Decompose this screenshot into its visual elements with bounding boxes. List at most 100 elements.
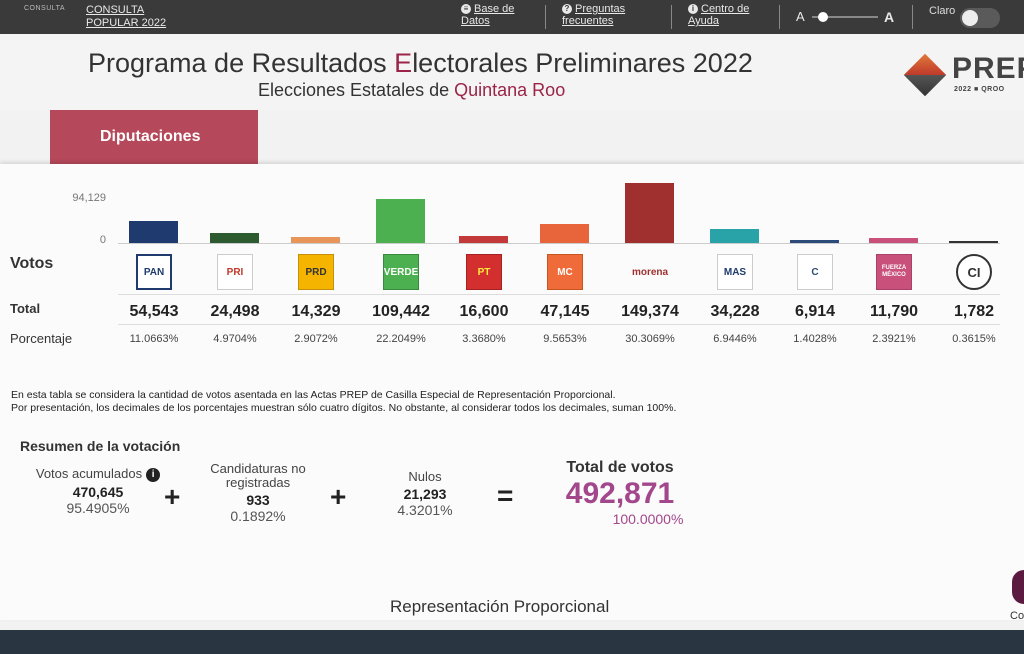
font-size-large-label: A	[884, 9, 895, 25]
party-votes: 11,790	[869, 303, 919, 320]
party-votes: 16,600	[459, 303, 509, 320]
votos-acumulados-block: Votos acumulados i 470,645 95.4905%	[18, 467, 178, 516]
party-votes: 47,145	[540, 303, 590, 320]
party-percentage: 4.9704%	[213, 333, 257, 345]
bar-ci[interactable]	[949, 241, 998, 243]
nav-divider	[671, 5, 672, 29]
party-logo-confianza: C	[797, 254, 833, 290]
party-percentage: 9.5653%	[543, 333, 587, 345]
party-votes: 14,329	[291, 303, 341, 320]
bar-pan[interactable]	[129, 221, 178, 243]
party-percentage: 2.3921%	[872, 333, 916, 345]
party-percentage: 3.3680%	[462, 333, 506, 345]
centro-ayuda-link[interactable]: i Centro de Ayuda	[688, 3, 750, 27]
party-logo-morena: morena	[631, 266, 669, 278]
chart-baseline	[118, 243, 1000, 244]
bar-fuerza-méxico[interactable]	[869, 238, 918, 243]
bar-morena[interactable]	[625, 183, 674, 243]
party-logo-pt: PT	[466, 254, 502, 290]
party-logo-pan: PAN	[136, 254, 172, 290]
party-percentage: 6.9446%	[713, 333, 757, 345]
party-percentage: 0.3615%	[952, 333, 996, 345]
plus-operator: +	[330, 481, 347, 512]
nulos-pct: 4.3201%	[397, 502, 453, 518]
votos-acumulados-value: 470,645	[72, 484, 124, 500]
votos-acumulados-pct: 95.4905%	[66, 500, 130, 516]
party-logo-verde: VERDE	[383, 254, 419, 290]
bar-verde[interactable]	[376, 199, 425, 243]
page-title: Programa de Resultados Electorales Preli…	[88, 48, 753, 78]
party-votes: 34,228	[710, 303, 760, 320]
party-percentage: 11.0663%	[129, 333, 179, 345]
party-votes: 54,543	[129, 303, 179, 320]
party-votes: 6,914	[794, 303, 836, 320]
question-icon: ?	[562, 4, 572, 14]
candidaturas-no-registradas-block: Candidaturas no registradas 933 0.1892%	[192, 461, 324, 525]
summary-title: Resumen de la votación	[20, 438, 181, 454]
info-icon[interactable]: i	[146, 468, 161, 482]
party-percentage: 1.4028%	[793, 333, 837, 345]
info-icon: i	[688, 4, 698, 14]
brand-small: CONSULTA	[24, 5, 66, 12]
bar-mas[interactable]	[710, 229, 759, 243]
consulta-popular-link[interactable]: CONSULTA POPULAR 2022	[86, 4, 167, 29]
party-logo-mc: MC	[547, 254, 583, 290]
nav-divider	[545, 5, 546, 29]
nav-divider	[912, 5, 913, 29]
party-logo-pri: PRI	[217, 254, 253, 290]
party-logo-mas: MAS	[717, 254, 753, 290]
votos-row-label: Votos	[10, 255, 54, 272]
edge-widget-icon[interactable]	[1012, 570, 1024, 604]
total-votos-value: 492,871	[565, 477, 675, 510]
party-logo-fuerza-méxico: FUERZA MÉXICO	[876, 254, 912, 290]
party-percentage: 22.2049%	[376, 333, 426, 345]
bar-mc[interactable]	[540, 224, 589, 243]
equals-operator: =	[497, 480, 514, 511]
font-size-slider[interactable]	[812, 16, 878, 18]
nav-divider	[779, 5, 780, 29]
total-votos-pct: 100.0000%	[612, 511, 684, 527]
base-datos-link[interactable]: ≡ Base de Datos	[461, 3, 515, 27]
representacion-proporcional-heading: Representación Proporcional	[390, 597, 610, 616]
bar-pt[interactable]	[459, 236, 508, 243]
party-votes: 149,374	[621, 303, 679, 320]
total-votos-block: Total de votos 492,871 100.0000%	[540, 459, 700, 527]
page-header: Programa de Resultados Electorales Preli…	[0, 34, 1024, 110]
nulos-label: Nulos	[408, 469, 442, 484]
font-size-slider-handle[interactable]	[818, 12, 828, 22]
party-percentage: 30.3069%	[625, 333, 675, 345]
page-subtitle: Elecciones Estatales de Quintana Roo	[258, 80, 566, 100]
total-row-label: Total	[10, 301, 41, 316]
party-logo-ci: CI	[956, 254, 992, 290]
prep-logo-text: PREP	[952, 52, 1024, 85]
party-percentage: 2.9072%	[294, 333, 338, 345]
row-divider	[118, 294, 1000, 295]
party-votes: 1,782	[953, 303, 995, 320]
os-taskbar	[0, 630, 1024, 654]
prep-logo-subtitle: 2022 ■ QROO	[954, 86, 1005, 93]
edge-widget-label: Co	[1010, 610, 1024, 622]
tab-diputaciones[interactable]: Diputaciones	[50, 110, 258, 164]
porcentaje-row-label: Porcentaje	[10, 331, 73, 346]
top-navigation-bar: CONSULTA CONSULTA POPULAR 2022 ≡ Base de …	[0, 0, 1024, 34]
bar-prd[interactable]	[291, 237, 340, 243]
candidaturas-no-registradas-label: Candidaturas no registradas	[210, 461, 306, 490]
party-votes: 24,498	[210, 303, 260, 320]
candidaturas-no-registradas-value: 933	[246, 492, 270, 508]
nulos-block: Nulos 21,293 4.3201%	[370, 469, 480, 519]
bar-pri[interactable]	[210, 233, 259, 243]
candidaturas-no-registradas-pct: 0.1892%	[230, 508, 286, 524]
total-votos-label: Total de votos	[566, 459, 674, 476]
bar-confianza[interactable]	[790, 240, 839, 243]
database-icon: ≡	[461, 4, 471, 14]
party-votes: 109,442	[372, 303, 430, 320]
y-axis-max-label: 94,129	[72, 192, 106, 204]
table-note: En esta tabla se considera la cantidad d…	[11, 389, 677, 414]
theme-toggle-knob[interactable]	[962, 10, 978, 26]
row-divider	[118, 324, 1000, 325]
preguntas-frecuentes-link[interactable]: ? Preguntas frecuentes	[562, 3, 626, 27]
theme-label: Claro	[929, 5, 956, 17]
plus-operator: +	[164, 481, 181, 512]
votos-acumulados-label: Votos acumulados	[35, 466, 143, 481]
nulos-value: 21,293	[403, 486, 447, 502]
